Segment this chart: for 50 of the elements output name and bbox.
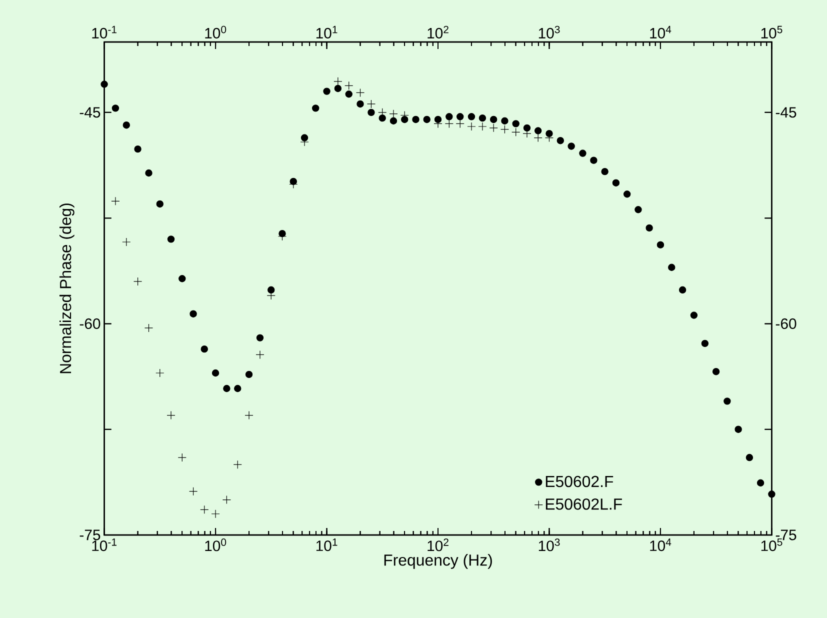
point <box>144 324 154 332</box>
x-tick-label: 10$^{2}$ <box>428 26 448 38</box>
point <box>500 125 510 134</box>
point <box>534 133 542 142</box>
point <box>211 510 220 518</box>
x-tick-label: 10$^{-1}$ <box>92 26 116 38</box>
text: 10$^{1}$ <box>316 538 338 552</box>
y2-tick-label: -45 <box>776 107 796 118</box>
text: 10$^{4}$ <box>650 538 672 552</box>
point <box>489 124 498 132</box>
point <box>133 277 142 286</box>
point <box>478 122 487 131</box>
point <box>344 81 354 90</box>
point <box>356 88 365 98</box>
point <box>456 119 464 128</box>
x-tick-label: 10$^{5}$ <box>761 26 782 38</box>
point <box>244 410 254 420</box>
text: 10$^{3}$ <box>538 538 560 552</box>
x-tick-label: 10$^{1}$ <box>316 26 338 38</box>
point <box>467 122 476 131</box>
legend-label: E50602L.F <box>546 498 622 510</box>
point <box>512 128 520 136</box>
point <box>389 110 398 118</box>
point <box>334 77 342 86</box>
text: 10$^{2}$ <box>428 538 448 552</box>
x-tick-label: 10$^{3}$ <box>538 26 560 38</box>
point <box>178 453 186 462</box>
point <box>366 100 376 108</box>
point <box>122 238 131 246</box>
y-tick-label: -75 <box>80 530 100 540</box>
point <box>156 368 164 378</box>
point <box>166 410 176 420</box>
y-axis-title: Normalized Phase (deg) <box>59 204 74 374</box>
y-tick-label: -45 <box>80 107 100 118</box>
x-tick-label: 10$^{0}$ <box>205 26 226 38</box>
text: 10$^{5}$ <box>761 538 782 552</box>
y-tick-label: -60 <box>80 318 100 329</box>
y2-tick-label: -75 <box>776 530 796 540</box>
point <box>200 505 209 514</box>
text: 10$^{0}$ <box>205 538 226 552</box>
point <box>256 350 264 359</box>
point <box>233 460 242 469</box>
x-tick-label: 10$^{4}$ <box>650 26 672 38</box>
point <box>222 495 231 504</box>
point <box>444 119 454 128</box>
y2-tick-label: -60 <box>776 318 796 329</box>
legend-label: E50602.F <box>546 476 614 488</box>
point <box>188 487 198 496</box>
point <box>111 196 120 206</box>
x-axis-title: Frequency (Hz) <box>384 554 492 569</box>
